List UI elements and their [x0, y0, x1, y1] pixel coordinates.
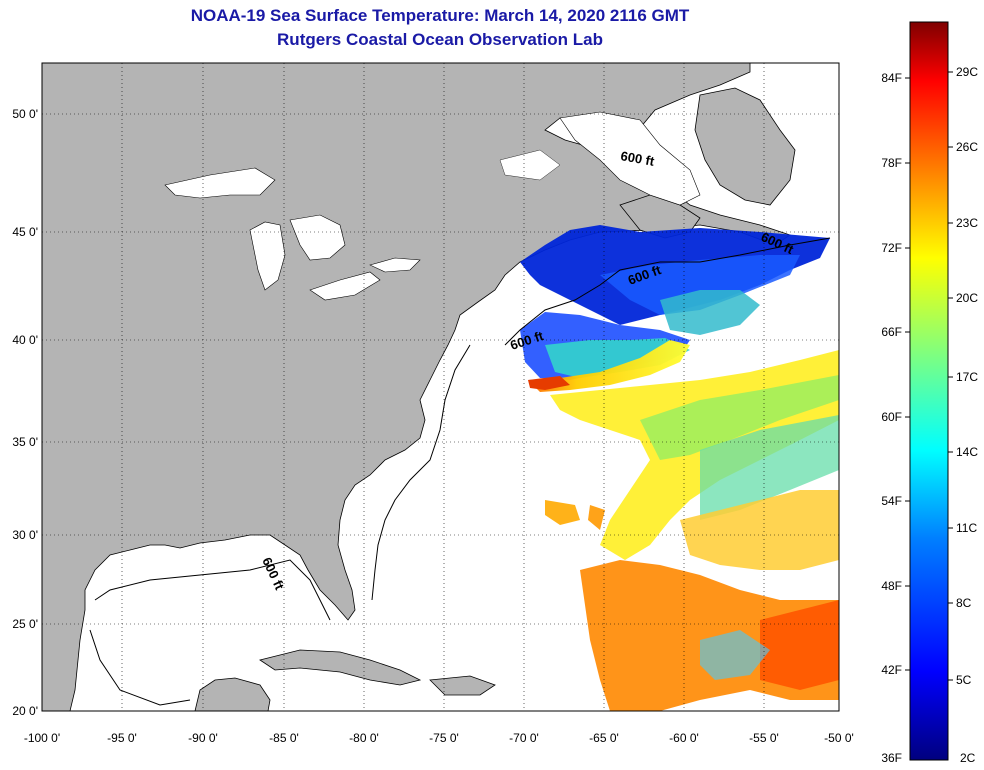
lat-tick-label: 50 0' — [12, 107, 38, 121]
map-subtitle: Rutgers Coastal Ocean Observation Lab — [277, 30, 603, 49]
colorbar-f-label: 54F — [881, 494, 902, 508]
lon-tick-label: -65 0' — [589, 731, 619, 745]
colorbar-c-label: 8C — [956, 596, 972, 610]
colorbar-c-label: 23C — [956, 216, 978, 230]
colorbar-c-label: 26C — [956, 140, 978, 154]
graticule — [42, 63, 839, 711]
colorbar-f-label: 42F — [881, 663, 902, 677]
lat-tick-label: 25 0' — [12, 617, 38, 631]
colorbar-f-label: 60F — [881, 410, 902, 424]
colorbar-c-label: 11C — [956, 521, 977, 535]
colorbar — [909, 21, 949, 761]
sst-data-overlay — [520, 225, 839, 711]
depth-contour — [89, 237, 831, 706]
colorbar-c-label: 14C — [956, 445, 978, 459]
lon-tick-label: -70 0' — [509, 731, 539, 745]
colorbar-c-label: 2C — [960, 751, 976, 765]
lat-tick-label: 35 0' — [12, 435, 38, 449]
colorbar-c-label: 5C — [956, 673, 972, 687]
lat-tick-label: 30 0' — [12, 528, 38, 542]
lon-tick-label: -60 0' — [669, 731, 699, 745]
land-north-america — [41, 62, 796, 712]
colorbar-f-label: 72F — [881, 241, 902, 255]
lon-tick-label: -50 0' — [824, 731, 854, 745]
colorbar-c-label: 20C — [956, 291, 978, 305]
colorbar-f-label: 36F — [881, 751, 902, 765]
colorbar-c-label: 29C — [956, 65, 978, 79]
lon-tick-label: -90 0' — [188, 731, 218, 745]
lat-tick-label: 20 0' — [12, 704, 38, 718]
colorbar-f-label: 48F — [881, 579, 902, 593]
map-title: NOAA-19 Sea Surface Temperature: March 1… — [190, 6, 690, 25]
lat-tick-label: 40 0' — [12, 333, 38, 347]
contour-label: 600 ft — [619, 148, 656, 169]
lon-tick-label: -75 0' — [429, 731, 459, 745]
map-frame — [41, 62, 840, 712]
colorbar-f-label: 78F — [881, 156, 902, 170]
lon-tick-label: -85 0' — [269, 731, 299, 745]
lon-tick-label: -80 0' — [349, 731, 379, 745]
lat-tick-label: 45 0' — [12, 225, 38, 239]
colorbar-f-label: 84F — [881, 71, 902, 85]
colorbar-f-label: 66F — [881, 325, 902, 339]
colorbar-ticks — [905, 71, 953, 681]
colorbar-c-label: 17C — [956, 370, 978, 384]
lon-tick-label: -55 0' — [749, 731, 779, 745]
lon-tick-label: -95 0' — [107, 731, 137, 745]
lon-tick-label: -100 0' — [24, 731, 60, 745]
